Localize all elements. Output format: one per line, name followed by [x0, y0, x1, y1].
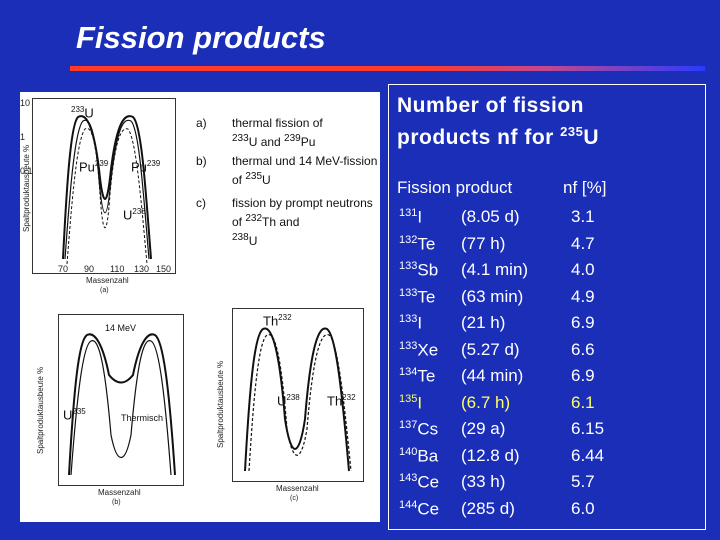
- half-life: (63 min): [461, 286, 524, 306]
- table-row: 135I (6.7 h) 6.1: [397, 393, 713, 419]
- graph-a: 233U Pu239 Pu239 U238: [32, 98, 176, 274]
- graph-a-label-0: 233U: [71, 105, 94, 121]
- graph-a-sub: (a): [100, 287, 109, 294]
- half-life: (8.05 d): [461, 207, 520, 226]
- graph-a-label-1: Pu239: [79, 159, 109, 175]
- nuclide: 133I: [399, 313, 423, 333]
- graph-a-label-2: Pu239: [131, 159, 161, 175]
- table-row: 140Ba (12.8 d) 6.44: [397, 446, 713, 472]
- graph-a-label-3: U238: [123, 207, 146, 223]
- table-row: 131I (8.05 d) 3.1: [397, 207, 713, 233]
- nuclide: 135I: [399, 392, 423, 413]
- graph-b-ylabel: Spaltproduktausbeute %: [36, 366, 45, 454]
- half-life: (21 h): [461, 313, 506, 332]
- graph-a-curves: [62, 115, 152, 265]
- nf-value: 6.0: [571, 498, 595, 518]
- table-row: 133Te (63 min) 4.9: [397, 287, 713, 313]
- nuclide: 137Cs: [399, 419, 439, 439]
- nf-value: 6.44: [571, 445, 605, 465]
- nuclide: 131I: [399, 207, 423, 227]
- nuclide: 144Ce: [399, 498, 440, 519]
- graph-b-label-0: U235: [63, 407, 86, 423]
- graph-c-ylabel: Spaltproduktausbeute %: [216, 360, 225, 448]
- half-life: (6.7 h): [461, 392, 511, 412]
- table-heading: Number of fission products nf for 235U: [397, 94, 600, 149]
- graph-b-curves: [68, 333, 176, 476]
- nuclide: 133Xe: [399, 339, 439, 360]
- graph-b-label-1: 14 MeV: [105, 323, 137, 333]
- graph-c-xlabel: Massenzahl: [276, 484, 319, 493]
- table-row: 133I (21 h) 6.9: [397, 313, 713, 339]
- nf-value: 6.9: [571, 313, 595, 332]
- nf-value: 5.7: [571, 472, 595, 491]
- column-header-nf: nf [%]: [563, 178, 607, 197]
- graph-c-curves: [244, 327, 352, 472]
- nf-value: 4.0: [571, 260, 595, 279]
- slide-title: Fission products: [76, 20, 326, 55]
- table-row: 133Sb (4.1 min) 4.0: [397, 260, 713, 286]
- graph-c-label-0: Th232: [263, 313, 292, 329]
- nuclide: 132Te: [399, 233, 436, 254]
- graph-b-sub: (b): [112, 499, 121, 506]
- nuclide: 133Te: [399, 286, 436, 307]
- graph-a-ylabel: Spaltproduktausbeute %: [22, 144, 31, 232]
- graph-b: 14 MeV U235 Thermisch: [58, 314, 184, 486]
- graph-b-label-2: Thermisch: [121, 413, 164, 423]
- half-life: (29 a): [461, 419, 506, 438]
- nuclide: 140Ba: [399, 445, 439, 466]
- nuclide: 134Te: [399, 366, 436, 386]
- graph-c-label-2: Th232: [327, 393, 356, 409]
- title-underline: [70, 66, 705, 71]
- nuclide: 143Ce: [399, 472, 440, 492]
- nf-value: 6.9: [571, 366, 595, 385]
- nuclide: 133Sb: [399, 260, 439, 280]
- fission-products-table: Number of fission products nf for 235U F…: [388, 84, 706, 530]
- table-row: 137Cs (29 a) 6.15: [397, 419, 713, 445]
- graph-c-label-1: U238: [277, 393, 300, 409]
- half-life: (4.1 min): [461, 260, 529, 279]
- half-life: (12.8 d): [461, 445, 520, 465]
- table-row: 144Ce (285 d) 6.0: [397, 499, 713, 525]
- table-row: 133Xe (5.27 d) 6.6: [397, 340, 713, 366]
- half-life: (44 min): [461, 366, 524, 385]
- nf-value: 6.1: [571, 392, 595, 412]
- yield-curves-panel: 233U Pu239 Pu239 U238 Massenzahl (a) Spa…: [20, 92, 380, 522]
- half-life: (285 d): [461, 498, 515, 518]
- graph-a-xlabel: Massenzahl: [86, 276, 129, 285]
- graph-b-xlabel: Massenzahl: [98, 488, 141, 497]
- nf-value: 6.6: [571, 339, 595, 359]
- table-row: 134Te (44 min) 6.9: [397, 366, 713, 392]
- half-life: (33 h): [461, 472, 506, 491]
- table-row: 132Te (77 h) 4.7: [397, 234, 713, 260]
- graph-c: Th232 U238 Th232: [232, 308, 364, 482]
- nf-value: 6.15: [571, 419, 605, 438]
- half-life: (77 h): [461, 233, 506, 253]
- nf-value: 4.7: [571, 233, 595, 253]
- graph-c-sub: (c): [290, 495, 299, 502]
- nf-value: 4.9: [571, 286, 595, 306]
- nf-value: 3.1: [571, 207, 595, 226]
- table-row: 143Ce (33 h) 5.7: [397, 472, 713, 498]
- column-header-product: Fission product: [397, 178, 513, 197]
- half-life: (5.27 d): [461, 339, 520, 359]
